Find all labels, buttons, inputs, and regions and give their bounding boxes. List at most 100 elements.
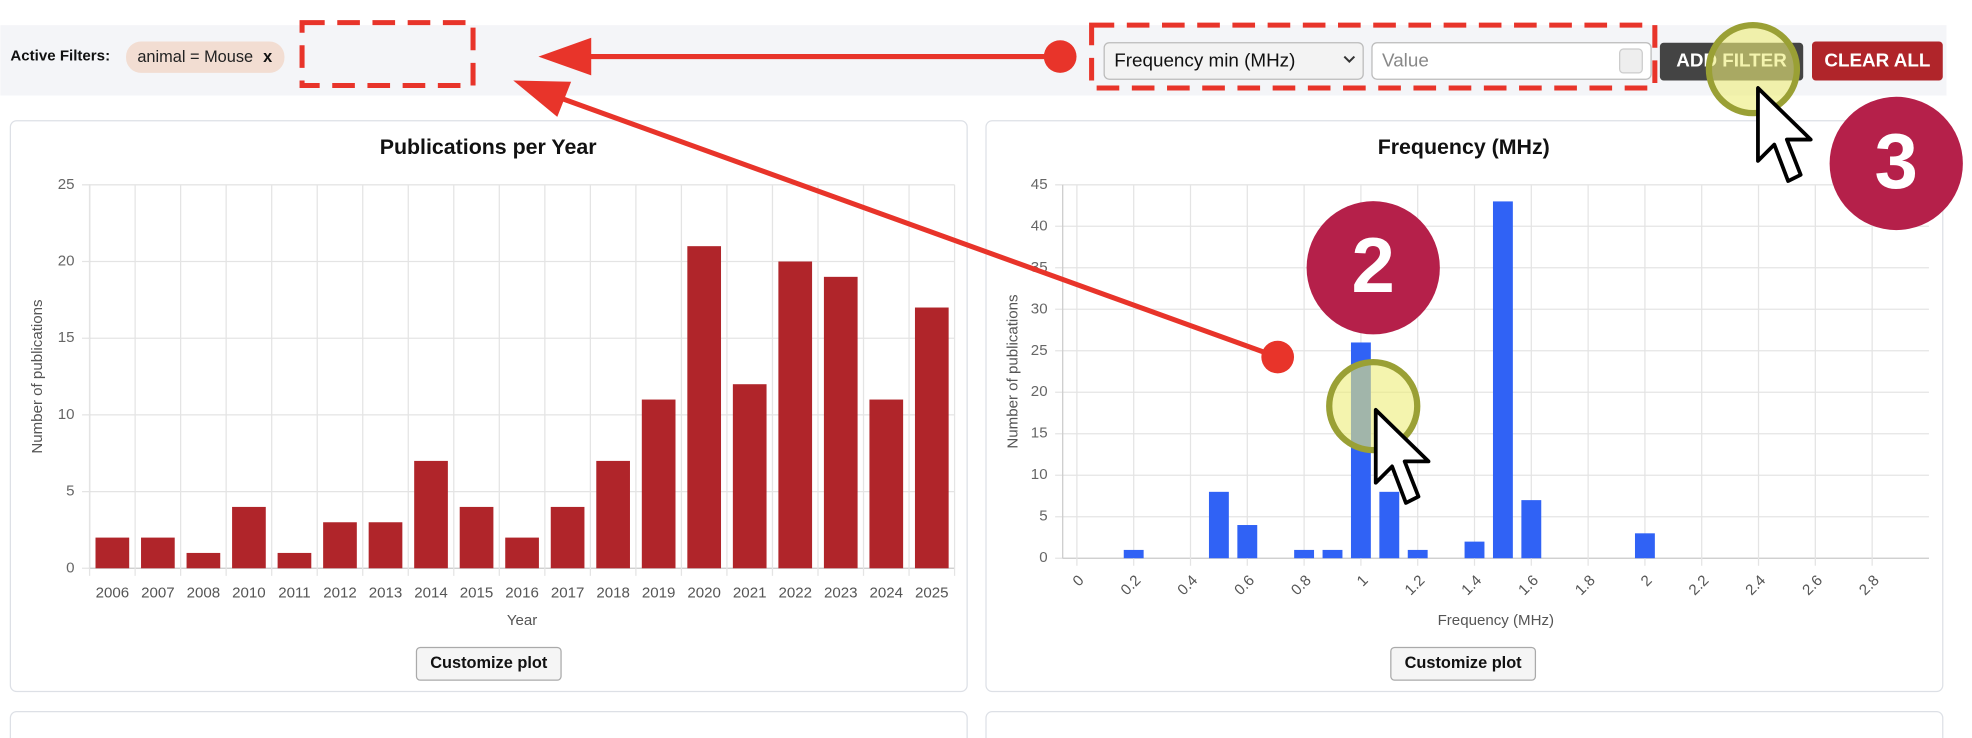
y-tick-label: 25 — [58, 176, 75, 193]
y-tick-label: 20 — [1031, 383, 1048, 400]
y-tick-label: 10 — [1031, 466, 1048, 483]
customize-button-text: Customize plot — [430, 654, 548, 672]
value-placeholder: Value — [1382, 50, 1429, 71]
y-tick-label: 20 — [58, 252, 75, 269]
customize-button-text: Customize plot — [1405, 654, 1523, 672]
step-badge — [1829, 96, 1963, 231]
y-axis-title: Number of publications — [1005, 294, 1022, 448]
bar — [141, 537, 175, 569]
bar — [232, 506, 266, 569]
histogram-bar — [1379, 491, 1400, 559]
step-badge — [1306, 201, 1440, 335]
bar — [778, 261, 813, 569]
histogram-bar — [1237, 525, 1258, 559]
y-tick-label: 0 — [1039, 549, 1047, 566]
histogram-bar — [1492, 201, 1513, 559]
y-tick-label: 30 — [1031, 300, 1048, 317]
x-tick-label: 2006 — [96, 584, 130, 601]
dashed-box — [299, 20, 476, 89]
x-tick-label: 2021 — [733, 584, 767, 601]
arrow-dot — [1043, 40, 1077, 73]
x-tick-label: 2024 — [870, 584, 904, 601]
bar — [596, 460, 630, 569]
x-axis-title: Year — [507, 612, 537, 629]
chart-title: Publications per Year — [380, 135, 597, 159]
chart-panel — [9, 120, 968, 693]
select-caret — [1343, 55, 1356, 64]
arrow-line — [552, 93, 1279, 360]
bar — [869, 399, 904, 569]
bar — [641, 399, 676, 569]
y-tick-label: 15 — [58, 329, 75, 346]
bar — [505, 537, 539, 569]
y-tick-label: 40 — [1031, 217, 1048, 234]
clear-all-text: CLEAR ALL — [1824, 50, 1930, 71]
bar — [732, 384, 767, 569]
filter-chip-text: animal = Mouse — [137, 48, 253, 66]
x-tick-label: 2025 — [915, 584, 949, 601]
bar — [277, 552, 312, 569]
bar — [186, 552, 221, 569]
dashed-box — [1089, 22, 1658, 91]
step-number: 2 — [1352, 221, 1395, 309]
customize-button[interactable] — [415, 646, 562, 681]
y-tick-label: 5 — [1039, 508, 1047, 525]
y-tick-label: 0 — [66, 559, 74, 576]
spinner[interactable] — [1619, 48, 1643, 74]
y-tick-label: 15 — [1031, 425, 1048, 442]
histogram-bar — [1521, 500, 1542, 559]
clear-all-button[interactable] — [1812, 41, 1943, 81]
arrow-head — [513, 80, 572, 117]
arrow-head — [538, 37, 592, 76]
charts: Publications per Year Number of publicati… — [29, 135, 1929, 681]
x-tick-label: 2010 — [232, 584, 266, 601]
x-tick-label: 2022 — [778, 584, 812, 601]
bar — [687, 246, 722, 569]
x-tick-label: 2018 — [596, 584, 630, 601]
bar — [368, 522, 403, 569]
bar — [914, 307, 949, 569]
x-tick-label: 2011 — [278, 584, 310, 601]
annotations: 2 3 — [299, 20, 1963, 505]
bar — [550, 506, 585, 569]
y-tick-label: 10 — [58, 406, 75, 423]
y-axis-title: Number of publications — [29, 299, 46, 453]
y-tick-label: 5 — [66, 483, 74, 500]
x-tick-label: 2020 — [687, 584, 721, 601]
histogram-bar — [1407, 549, 1428, 559]
filter-chip — [126, 41, 285, 73]
x-tick-label: 2013 — [369, 584, 403, 601]
histogram-bar — [1464, 541, 1485, 559]
filter-label: Active Filters: — [10, 48, 110, 65]
customize-button[interactable] — [1390, 646, 1537, 681]
value-input[interactable] — [1371, 42, 1652, 80]
x-tick-label: 2014 — [414, 584, 448, 601]
field-select-text: Frequency min (MHz) — [1114, 50, 1295, 71]
x-tick-label: 2016 — [505, 584, 539, 601]
x-tick-label: 2008 — [187, 584, 221, 601]
x-tick-label: 2023 — [824, 584, 858, 601]
bar — [459, 506, 494, 569]
arrow-dot — [1261, 340, 1295, 374]
histogram-bar — [1322, 549, 1343, 559]
chart-panel — [9, 710, 968, 738]
field-select[interactable] — [1103, 42, 1364, 80]
x-tick-label: 2017 — [551, 584, 585, 601]
filter-remove[interactable]: x — [263, 48, 272, 66]
bar — [414, 460, 448, 569]
chart-panel — [985, 120, 1944, 693]
chart-panel — [985, 710, 1944, 738]
x-tick-label: 2019 — [642, 584, 676, 601]
histogram-bar — [1634, 533, 1655, 559]
x-axis-title: Frequency (MHz) — [1438, 612, 1554, 629]
bar — [95, 537, 130, 569]
histogram-bar — [1123, 549, 1144, 559]
x-tick-label: 2007 — [141, 584, 175, 601]
histogram-bar — [1294, 549, 1315, 559]
step-number: 3 — [1875, 117, 1918, 205]
chart-title: Frequency (MHz) — [1378, 135, 1550, 159]
x-tick-label: 2015 — [460, 584, 494, 601]
cursor — [1756, 86, 1813, 183]
